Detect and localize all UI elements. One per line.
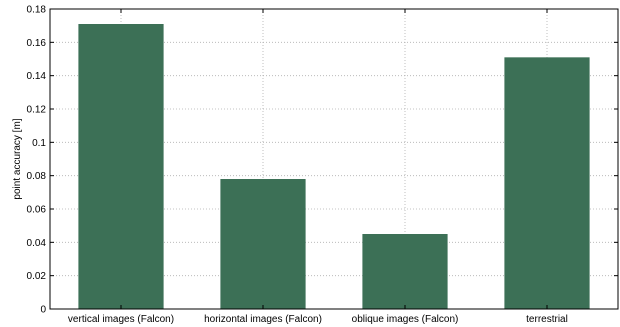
y-tick-label: 0.08 [27, 171, 47, 182]
y-tick-label: 0.18 [27, 5, 47, 16]
bar [78, 24, 164, 309]
bars [78, 24, 590, 310]
y-axis-ticks: 0 0.02 0.04 0.06 0.08 0.1 0.12 0.14 0.16 0.18 [27, 5, 618, 316]
y-tick-label: 0.04 [27, 238, 47, 249]
y-tick-label: 0 [40, 305, 46, 316]
y-tick-label: 0.1 [32, 138, 46, 149]
bar [504, 57, 590, 310]
x-tick-label: vertical images (Falcon) [68, 314, 174, 325]
y-tick-label: 0.16 [27, 38, 47, 49]
x-tick-label: horizontal images (Falcon) [204, 314, 322, 325]
y-tick-label: 0.06 [27, 205, 47, 216]
bar [220, 179, 306, 309]
x-tick-label: oblique images (Falcon) [352, 314, 459, 325]
x-axis-ticks: vertical images (Falcon) horizontal image… [68, 9, 568, 325]
y-tick-label: 0.12 [27, 105, 47, 116]
y-tick-label: 0.02 [27, 271, 47, 282]
x-tick-label: terrestrial [526, 314, 568, 325]
y-axis-label: point accuracy [m] [12, 118, 23, 199]
y-tick-label: 0.14 [27, 71, 47, 82]
plot-frame [49, 8, 619, 310]
bar [362, 234, 448, 309]
